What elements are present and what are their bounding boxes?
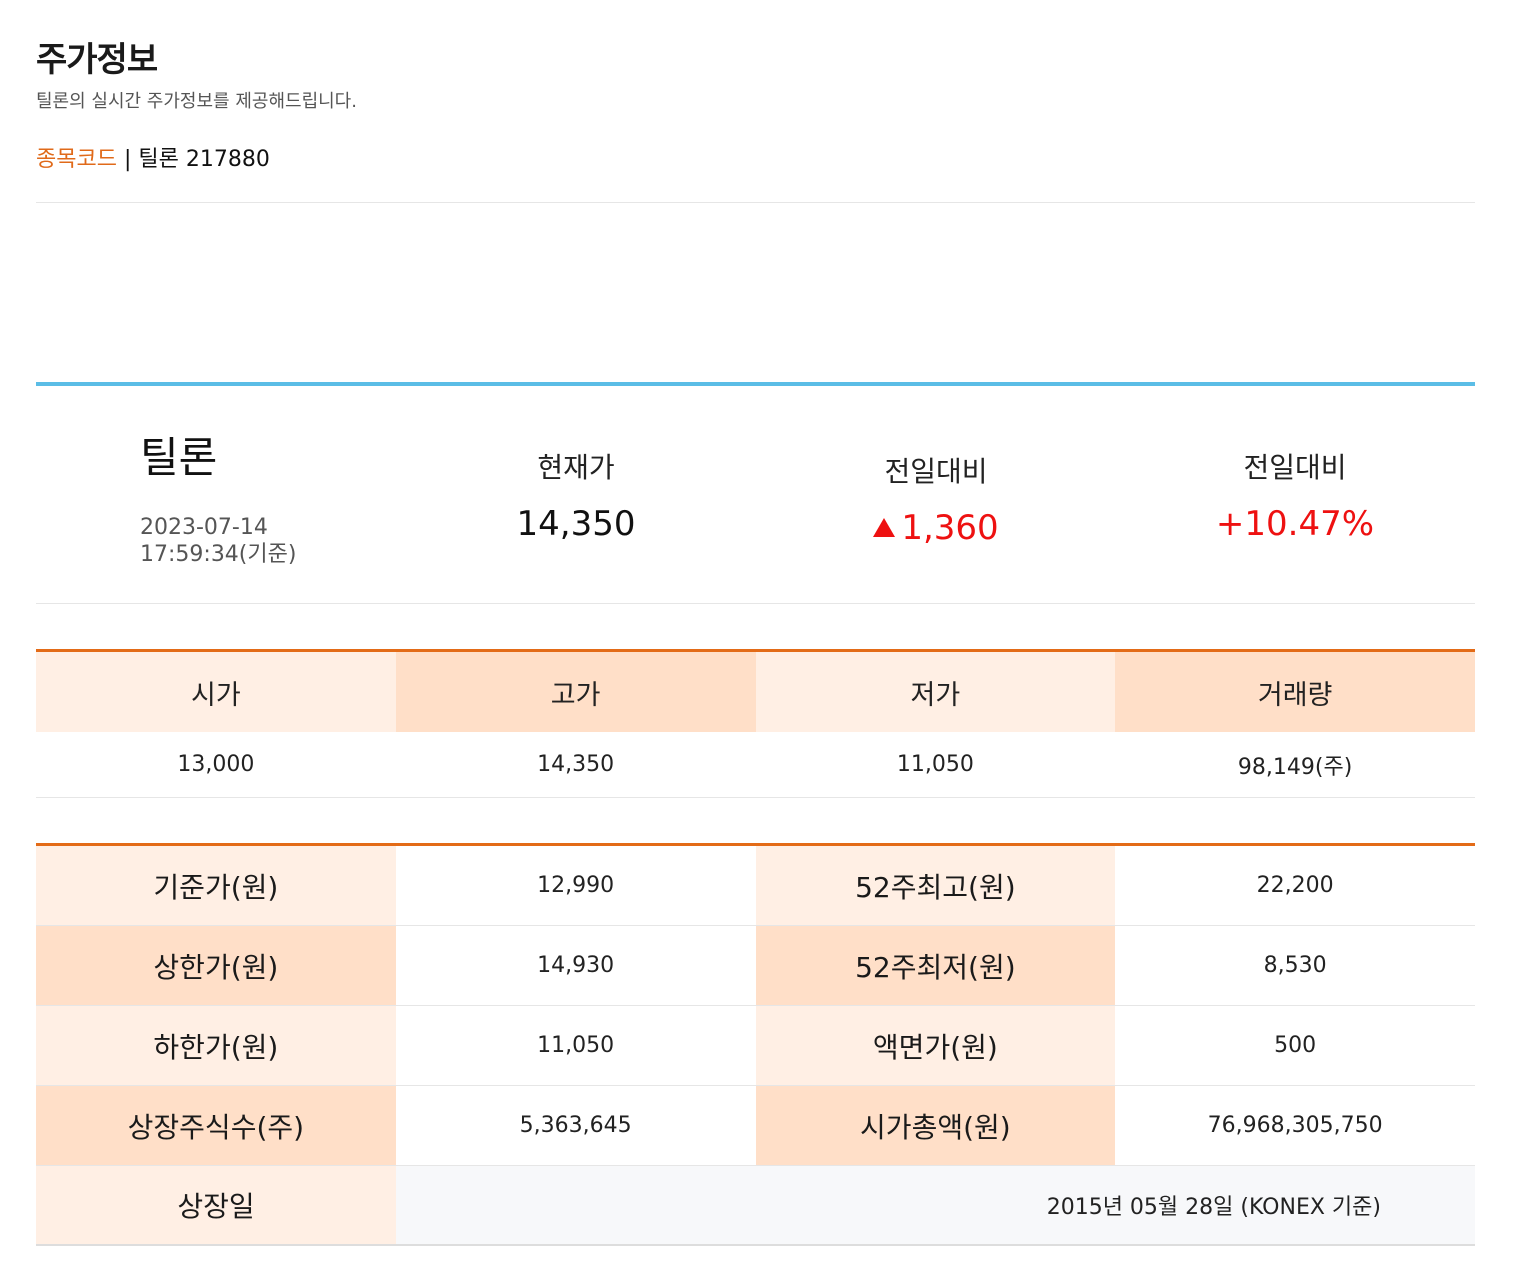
ohlc-header-low: 저가 <box>755 652 1116 732</box>
table-row: 상한가(원) 14,930 52주최저(원) 8,530 <box>36 926 1475 1006</box>
stock-code-line: 종목코드 | 틸론 217880 <box>36 141 270 173</box>
detail-key-52w-high: 52주최고(원) <box>755 846 1116 925</box>
ohlc-header-row: 시가 고가 저가 거래량 <box>36 652 1475 732</box>
stock-name: 틸론 <box>140 433 218 482</box>
detail-key-52w-low: 52주최저(원) <box>755 926 1116 1005</box>
divider <box>36 202 1475 203</box>
stock-code-separator: | <box>116 147 139 172</box>
ohlc-table: 시가 고가 저가 거래량 13,000 14,350 11,050 98,149… <box>36 649 1475 798</box>
ohlc-value-row: 13,000 14,350 11,050 98,149(주) <box>36 732 1475 798</box>
price-change-value: 1,360 <box>901 508 999 548</box>
page-title: 주가정보 <box>36 40 158 80</box>
detail-value-market-cap: 76,968,305,750 <box>1115 1086 1475 1165</box>
detail-value-lower-limit: 11,050 <box>395 1006 756 1085</box>
detail-key-listing-date: 상장일 <box>36 1166 396 1244</box>
quote-summary: 틸론 2023-07-14 17:59:34(기준) 현재가 14,350 전일… <box>36 382 1475 604</box>
price-change: 전일대비 1,360 <box>756 450 1116 548</box>
detail-value-upper-limit: 14,930 <box>395 926 756 1005</box>
detail-key-lower-limit: 하한가(원) <box>36 1006 396 1085</box>
detail-key-listed-shares: 상장주식수(주) <box>36 1086 396 1165</box>
price-change-label: 전일대비 <box>884 455 988 488</box>
quote-date: 2023-07-14 <box>140 515 268 540</box>
ohlc-header-high: 고가 <box>395 652 756 732</box>
detail-value-listing-date: 2015년 05월 28일 (KONEX 기준) <box>396 1166 1475 1244</box>
ohlc-value-low: 11,050 <box>896 752 974 777</box>
ohlc-value-high: 14,350 <box>537 752 615 777</box>
ohlc-value-open: 13,000 <box>177 752 255 777</box>
price-change-percent: 전일대비 +10.47% <box>1115 446 1475 544</box>
price-change-percent-label: 전일대비 <box>1243 451 1347 484</box>
quote-time: 17:59:34(기준) <box>140 542 297 567</box>
current-price-value: 14,350 <box>516 504 636 544</box>
ohlc-header-volume: 거래량 <box>1115 652 1475 732</box>
up-triangle-icon <box>873 518 896 537</box>
page-description: 틸론의 실시간 주가정보를 제공해드립니다. <box>36 91 357 112</box>
ohlc-value-volume: 98,149(주) <box>1237 754 1353 780</box>
stock-code-label: 종목코드 <box>36 147 117 172</box>
table-row: 기준가(원) 12,990 52주최고(원) 22,200 <box>36 846 1475 926</box>
detail-value-52w-high: 22,200 <box>1115 846 1475 925</box>
detail-value-base-price: 12,990 <box>395 846 756 925</box>
table-row: 상장일 2015년 05월 28일 (KONEX 기준) <box>36 1166 1475 1246</box>
detail-value-listed-shares: 5,363,645 <box>395 1086 756 1165</box>
price-change-percent-value: +10.47% <box>1215 504 1375 544</box>
detail-value-par-value: 500 <box>1115 1006 1475 1085</box>
quote-timestamp: 2023-07-14 17:59:34(기준) <box>140 514 296 568</box>
price-change-value-wrap: 1,360 <box>756 508 1116 548</box>
ohlc-header-open: 시가 <box>36 652 396 732</box>
current-price-label: 현재가 <box>537 451 615 484</box>
detail-value-52w-low: 8,530 <box>1115 926 1475 1005</box>
table-row: 하한가(원) 11,050 액면가(원) 500 <box>36 1006 1475 1086</box>
table-row: 상장주식수(주) 5,363,645 시가총액(원) 76,968,305,75… <box>36 1086 1475 1166</box>
detail-key-par-value: 액면가(원) <box>755 1006 1116 1085</box>
detail-key-market-cap: 시가총액(원) <box>755 1086 1116 1165</box>
detail-key-base-price: 기준가(원) <box>36 846 396 925</box>
stock-code-value: 틸론 217880 <box>138 147 270 172</box>
detail-table: 기준가(원) 12,990 52주최고(원) 22,200 상한가(원) 14,… <box>36 843 1475 1246</box>
current-price: 현재가 14,350 <box>396 446 756 544</box>
detail-key-upper-limit: 상한가(원) <box>36 926 396 1005</box>
